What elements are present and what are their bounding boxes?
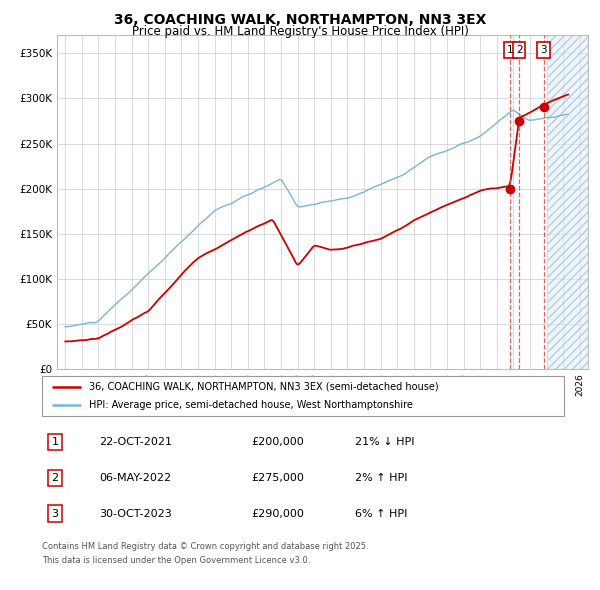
- Text: 2: 2: [516, 45, 523, 55]
- Text: Price paid vs. HM Land Registry's House Price Index (HPI): Price paid vs. HM Land Registry's House …: [131, 25, 469, 38]
- Text: This data is licensed under the Open Government Licence v3.0.: This data is licensed under the Open Gov…: [42, 556, 310, 565]
- Text: HPI: Average price, semi-detached house, West Northamptonshire: HPI: Average price, semi-detached house,…: [89, 400, 413, 410]
- Text: 2% ↑ HPI: 2% ↑ HPI: [355, 473, 408, 483]
- Text: 3: 3: [52, 509, 59, 519]
- Bar: [548, 35, 588, 369]
- Text: 36, COACHING WALK, NORTHAMPTON, NN3 3EX (semi-detached house): 36, COACHING WALK, NORTHAMPTON, NN3 3EX …: [89, 382, 439, 392]
- Text: 36, COACHING WALK, NORTHAMPTON, NN3 3EX: 36, COACHING WALK, NORTHAMPTON, NN3 3EX: [114, 13, 486, 27]
- Text: £200,000: £200,000: [251, 437, 304, 447]
- Text: 1: 1: [507, 45, 514, 55]
- Text: 30-OCT-2023: 30-OCT-2023: [100, 509, 172, 519]
- Text: £290,000: £290,000: [251, 509, 304, 519]
- Text: 3: 3: [541, 45, 547, 55]
- Text: 21% ↓ HPI: 21% ↓ HPI: [355, 437, 415, 447]
- Text: £275,000: £275,000: [251, 473, 304, 483]
- Text: 6% ↑ HPI: 6% ↑ HPI: [355, 509, 407, 519]
- Text: 06-MAY-2022: 06-MAY-2022: [100, 473, 172, 483]
- FancyBboxPatch shape: [42, 376, 564, 416]
- Text: 2: 2: [52, 473, 59, 483]
- Text: 22-OCT-2021: 22-OCT-2021: [100, 437, 172, 447]
- Text: 1: 1: [52, 437, 59, 447]
- Bar: [548, 35, 588, 369]
- Text: Contains HM Land Registry data © Crown copyright and database right 2025.: Contains HM Land Registry data © Crown c…: [42, 542, 368, 550]
